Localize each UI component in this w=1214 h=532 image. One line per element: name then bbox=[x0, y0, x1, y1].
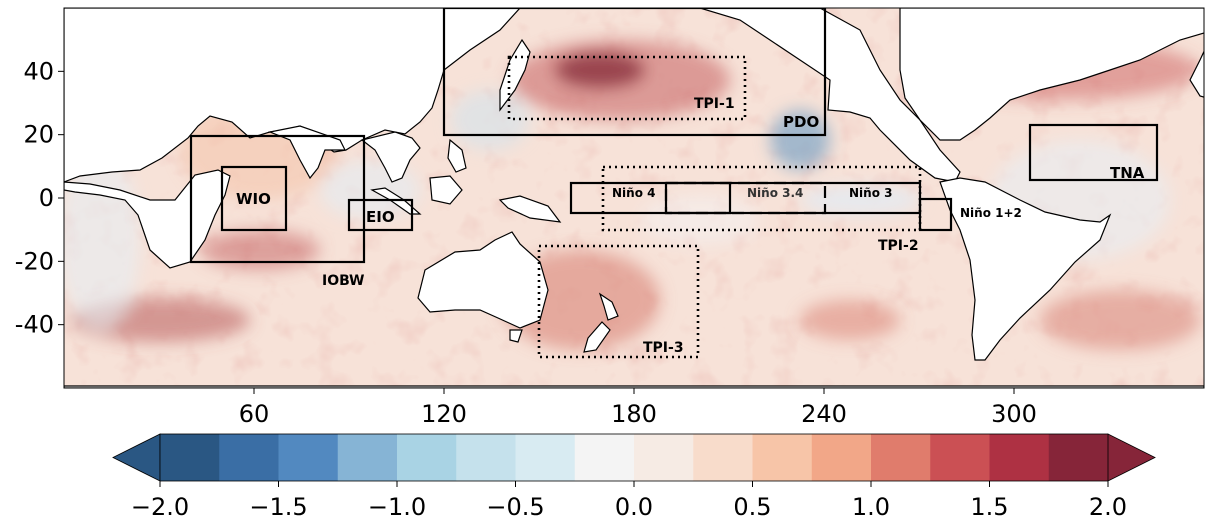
greenland-europe bbox=[1189, 50, 1204, 98]
colorbar-segment bbox=[634, 434, 694, 481]
colorbar-segment bbox=[752, 434, 813, 481]
new-guinea bbox=[498, 195, 562, 223]
x-tick-label: 300 bbox=[991, 400, 1037, 428]
colorbar-segment bbox=[574, 434, 635, 481]
new-zealand-s bbox=[583, 321, 611, 353]
australia bbox=[417, 231, 549, 329]
label-tpi1: TPI-1 bbox=[694, 96, 735, 112]
colorbar-segment bbox=[693, 434, 753, 481]
y-axis-ticks: 40 20 0 -20 -40 bbox=[15, 57, 64, 339]
label-nino3: Niño 3 bbox=[849, 186, 892, 200]
colorbar-tick-label: 1.0 bbox=[852, 493, 890, 521]
colorbar-segment bbox=[989, 434, 1050, 481]
label-eio: EIO bbox=[366, 208, 395, 226]
region-box-nino4 bbox=[569, 181, 732, 215]
colorbar: −2.0 −1.5 −1.0 −0.5 0.0 0.5 1.0 1.5 2.0 bbox=[112, 433, 1156, 521]
y-tick-label: 40 bbox=[23, 57, 54, 85]
x-tick-label: 60 bbox=[239, 400, 270, 428]
colorbar-tick-label: −0.5 bbox=[486, 493, 544, 521]
region-labels: WIO EIO IOBW PDO TPI-1 TPI-2 TPI-3 Niño … bbox=[236, 96, 1145, 356]
map-panel: WIO EIO IOBW PDO TPI-1 TPI-2 TPI-3 Niño … bbox=[64, 8, 1204, 388]
region-box-tpi1 bbox=[507, 55, 747, 121]
colorbar-tick-label: 0.0 bbox=[615, 493, 653, 521]
anomaly-patches bbox=[64, 30, 1200, 350]
south-america bbox=[939, 177, 1112, 361]
x-tick-label: 180 bbox=[611, 400, 657, 428]
x-axis-ticks: 60 120 180 240 300 bbox=[239, 388, 1037, 428]
label-wio: WIO bbox=[236, 190, 271, 208]
label-iobw: IOBW bbox=[322, 273, 364, 289]
colorbar-segment bbox=[515, 434, 576, 481]
colorbar-tick-label: 0.5 bbox=[733, 493, 771, 521]
label-tna: TNA bbox=[1110, 164, 1145, 182]
region-box-nino12 bbox=[918, 197, 953, 232]
colorbar-tick-label: −2.0 bbox=[131, 493, 189, 521]
colorbar-segment bbox=[456, 434, 516, 481]
africa bbox=[64, 169, 231, 269]
north-america-east bbox=[899, 8, 1204, 141]
colorbar-segment bbox=[337, 434, 398, 481]
colorbar-tick-label: −1.0 bbox=[368, 493, 426, 521]
region-box-tna bbox=[1028, 123, 1159, 182]
y-tick-label: 20 bbox=[23, 121, 54, 149]
region-boxes bbox=[189, 8, 1159, 359]
new-zealand-n bbox=[598, 292, 619, 321]
region-box-pdo bbox=[442, 8, 827, 137]
philippines bbox=[447, 138, 467, 173]
tasmania bbox=[509, 329, 523, 343]
label-tpi2: TPI-2 bbox=[878, 238, 919, 254]
region-box-eio bbox=[347, 198, 414, 232]
x-tick-label: 120 bbox=[421, 400, 467, 428]
colorbar-segment bbox=[160, 434, 220, 481]
region-box-nino34 bbox=[664, 181, 827, 215]
colorbar-tick-label: 2.0 bbox=[1089, 493, 1127, 521]
colorbar-under-extension bbox=[112, 433, 161, 482]
indochina bbox=[360, 131, 421, 183]
india bbox=[267, 125, 346, 180]
label-tpi3: TPI-3 bbox=[643, 340, 684, 356]
colorbar-segment bbox=[930, 434, 990, 481]
colorbar-segment bbox=[1048, 434, 1109, 481]
x-tick-label: 240 bbox=[801, 400, 847, 428]
y-tick-label: -20 bbox=[15, 247, 54, 275]
colorbar-tick-label: −1.5 bbox=[249, 493, 307, 521]
label-nino4: Niño 4 bbox=[612, 186, 655, 200]
label-nino12: Niño 1+2 bbox=[960, 206, 1022, 220]
colorbar-over-extension bbox=[1107, 433, 1156, 482]
colorbar-segment bbox=[811, 434, 872, 481]
borneo bbox=[429, 175, 463, 205]
colorbar-segment bbox=[871, 434, 931, 481]
colorbar-tick-label: 1.5 bbox=[970, 493, 1008, 521]
colorbar-segment bbox=[397, 434, 457, 481]
region-box-wio bbox=[220, 165, 288, 232]
label-nino34: Niño 3.4 bbox=[747, 186, 803, 200]
label-pdo: PDO bbox=[783, 113, 819, 131]
region-box-tpi3 bbox=[537, 244, 700, 359]
north-america bbox=[699, 8, 961, 183]
colorbar-segment bbox=[219, 434, 279, 481]
y-tick-label: -40 bbox=[15, 311, 54, 339]
colorbar-segment bbox=[278, 434, 339, 481]
y-tick-label: 0 bbox=[39, 184, 54, 212]
